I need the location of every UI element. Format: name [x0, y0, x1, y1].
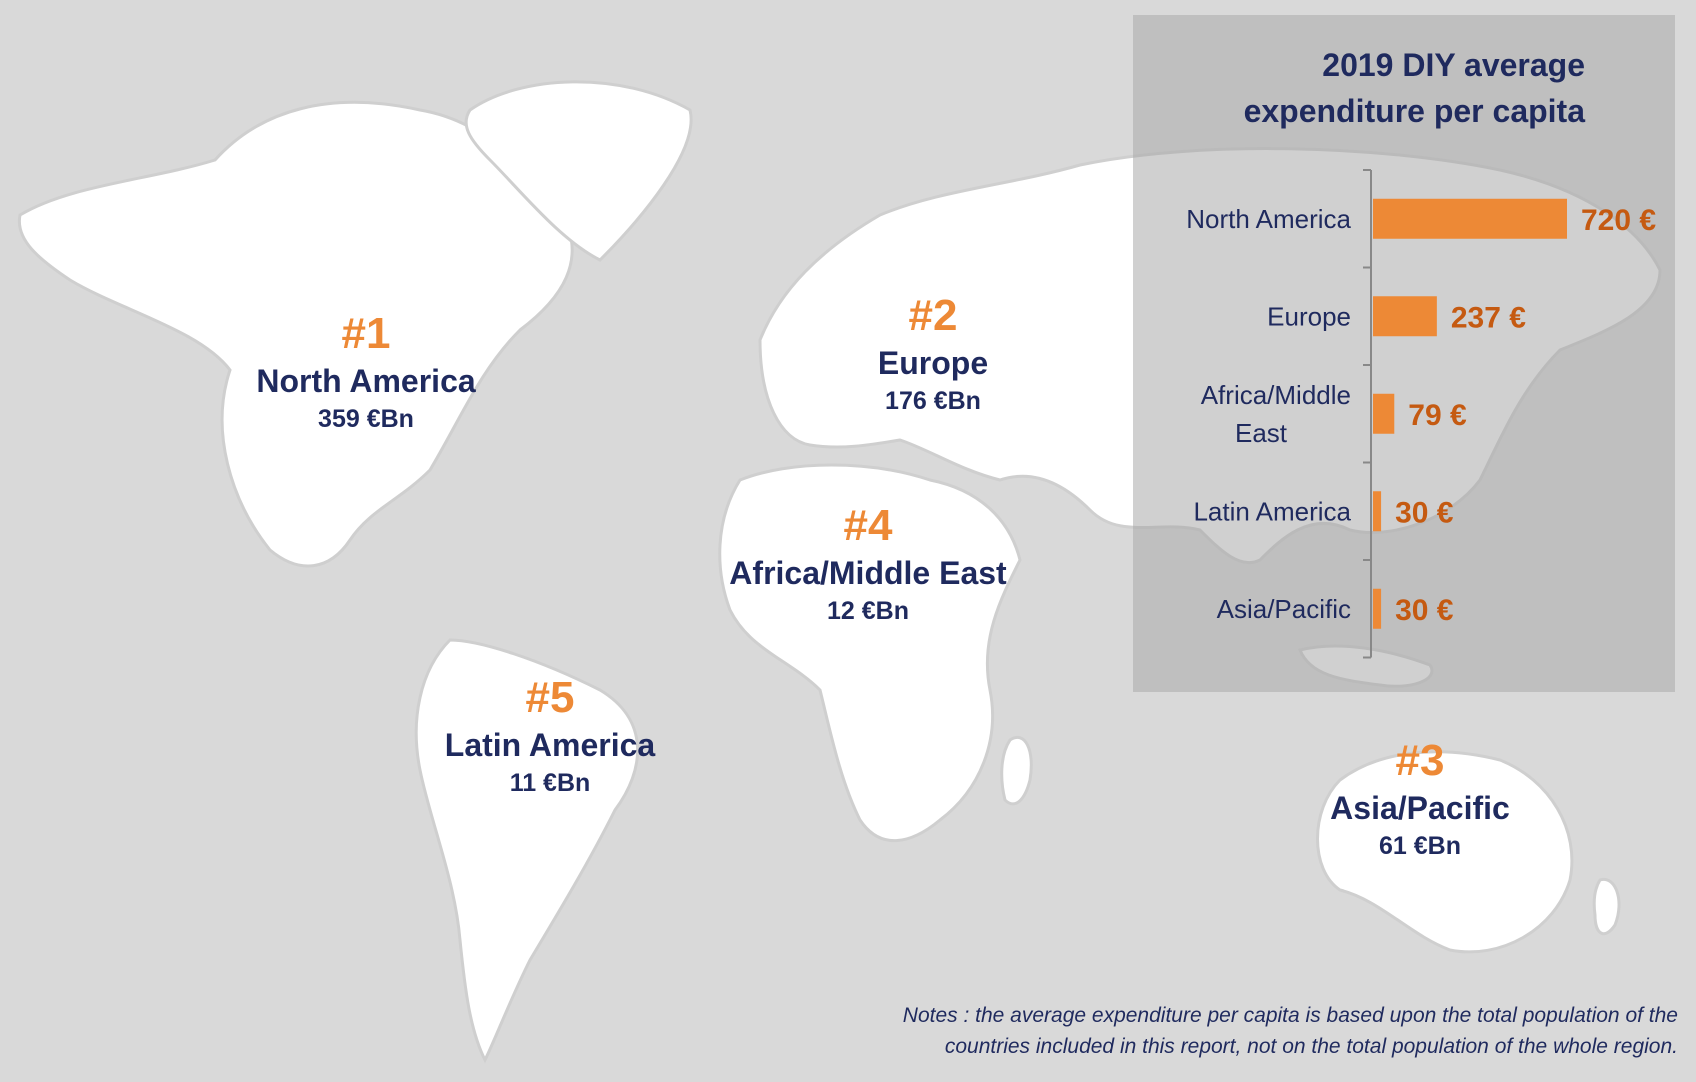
bar-value-label: 30 €: [1395, 594, 1454, 627]
market-size: 12 €Bn: [827, 597, 909, 625]
map-label-asia-pacific: #3 Asia/Pacific 61 €Bn: [1330, 735, 1510, 863]
map-label-latin-america: #5 Latin America 11 €Bn: [445, 672, 655, 800]
greenland-landmass: [464, 80, 693, 262]
bar-value-label: 79 €: [1408, 399, 1467, 432]
category-label: Europe: [1267, 301, 1351, 331]
chart-title-line-1: 2019 DIY average: [1322, 47, 1585, 83]
category-label: Africa/Middle East: [1201, 380, 1351, 448]
bar-value-label: 720 €: [1581, 204, 1656, 237]
bar-latin-america: [1373, 491, 1382, 532]
rank-number: #3: [1395, 736, 1445, 785]
footnote-line-1: Notes : the average expenditure per capi…: [902, 1004, 1678, 1027]
rank-number: #2: [908, 291, 958, 340]
footnote: Notes : the average expenditure per capi…: [903, 1000, 1678, 1062]
bar-chart: 720 € North America 237 € Europe 79 € Africa/…: [1186, 169, 1656, 659]
category-label-line: North America: [1186, 204, 1351, 234]
rank-number: #1: [341, 309, 391, 358]
australia-landmass: [1316, 750, 1574, 954]
market-size: 11 €Bn: [509, 769, 591, 797]
bar-europe: [1373, 296, 1437, 337]
market-size: 176 €Bn: [885, 387, 981, 415]
category-label-line: Europe: [1267, 301, 1351, 331]
category-label-line: East: [1235, 418, 1288, 448]
map-label-north-america: #1 North America 359 €Bn: [256, 308, 475, 436]
africa-landmass: [718, 463, 1022, 843]
rank-number: #5: [525, 673, 575, 722]
north-america-landmass: [17, 100, 574, 568]
footnote-line-2: countries included in this report, not o…: [944, 1035, 1678, 1058]
new-zealand-landmass: [1592, 877, 1621, 936]
bar-value-label: 30 €: [1395, 496, 1454, 529]
category-label: North America: [1186, 204, 1351, 234]
madagascar-landmass: [1000, 736, 1033, 806]
bar-value-label: 237 €: [1451, 301, 1526, 334]
map-label-europe: #2 Europe 176 €Bn: [878, 290, 988, 418]
region-name: Europe: [877, 345, 989, 381]
category-label-line: Africa/Middle: [1201, 380, 1351, 410]
chart-title: 2019 DIY average expenditure per capita: [1185, 42, 1585, 134]
market-size: 61 €Bn: [1379, 832, 1461, 860]
bar-asia-pacific: [1373, 588, 1382, 629]
category-label-line: Asia/Pacific: [1217, 594, 1351, 624]
region-name: Asia/Pacific: [1330, 790, 1510, 826]
chart-title-line-2: expenditure per capita: [1243, 93, 1585, 129]
region-name: Africa/Middle East: [729, 555, 1007, 591]
chart-panel: [1133, 15, 1675, 692]
rank-number: #4: [843, 501, 893, 550]
south-america-landmass: [414, 638, 640, 1064]
region-name: North America: [256, 363, 476, 399]
market-size: 359 €Bn: [318, 405, 414, 433]
bar-north-america: [1373, 198, 1567, 239]
map-label-africa-middle-east: #4 Africa/Middle East 12 €Bn: [729, 500, 1006, 628]
region-name: Latin America: [444, 727, 656, 763]
category-label-line: Latin America: [1193, 496, 1351, 526]
bar-africa-middle-east: [1373, 393, 1395, 434]
category-label: Latin America: [1193, 496, 1351, 526]
category-label: Asia/Pacific: [1217, 594, 1351, 624]
